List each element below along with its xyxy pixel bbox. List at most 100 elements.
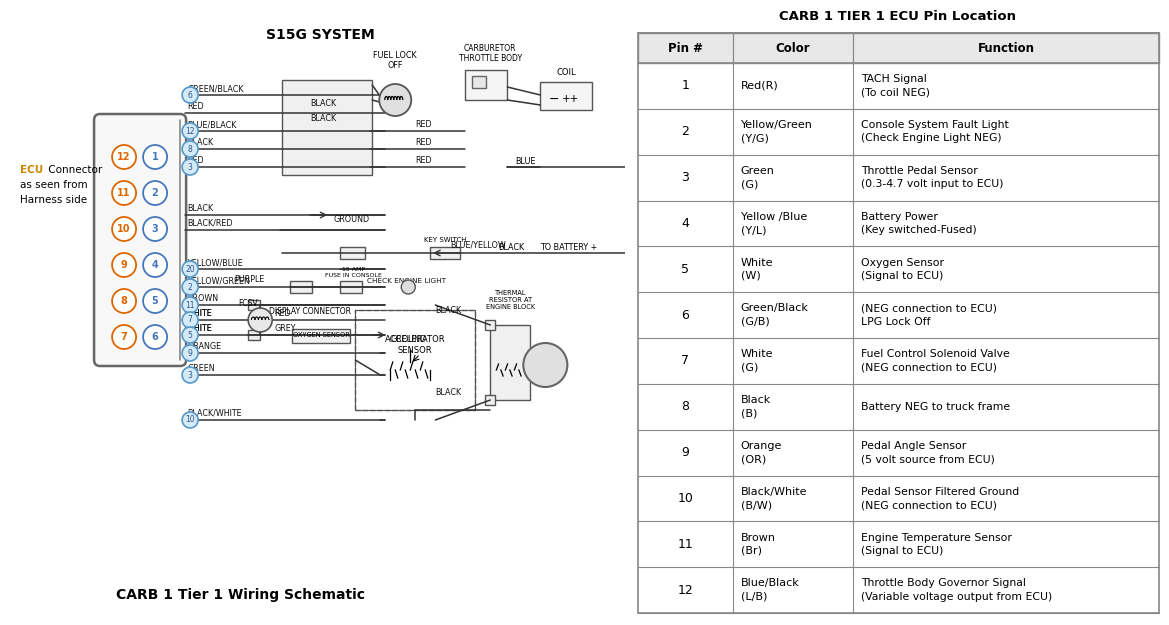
Text: RED: RED: [415, 138, 431, 147]
Text: Pedal Angle Sensor
(5 volt source from ECU): Pedal Angle Sensor (5 volt source from E…: [860, 441, 995, 464]
Text: DISPLAY CONNECTOR: DISPLAY CONNECTOR: [269, 307, 351, 316]
Text: 3: 3: [682, 171, 690, 184]
Circle shape: [143, 217, 167, 241]
Circle shape: [112, 181, 136, 205]
Bar: [490, 325, 531, 400]
Text: 10: 10: [117, 224, 131, 234]
Text: GREEN: GREEN: [187, 364, 215, 373]
Circle shape: [143, 325, 167, 349]
Text: Oxygen Sensor
(Signal to ECU): Oxygen Sensor (Signal to ECU): [860, 258, 943, 281]
Text: Throttle Pedal Sensor
(0.3-4.7 volt input to ECU): Throttle Pedal Sensor (0.3-4.7 volt inpu…: [860, 166, 1003, 189]
Text: 10: 10: [186, 416, 195, 424]
Text: 10: 10: [677, 492, 693, 505]
Text: CARBURETOR
THROTTLE BODY: CARBURETOR THROTTLE BODY: [458, 44, 521, 63]
Text: 12: 12: [677, 584, 693, 597]
FancyBboxPatch shape: [94, 114, 186, 366]
Bar: [485, 395, 496, 405]
Text: BLUE/BLACK: BLUE/BLACK: [187, 120, 236, 129]
Circle shape: [112, 325, 136, 349]
Text: BLACK: BLACK: [310, 114, 337, 123]
Text: 5: 5: [152, 296, 159, 306]
Text: White
(W): White (W): [741, 258, 774, 281]
Text: 3: 3: [152, 224, 159, 234]
Text: Brown
(Br): Brown (Br): [741, 532, 776, 556]
Text: White
(G): White (G): [741, 349, 774, 372]
Text: 6: 6: [152, 332, 159, 342]
Text: 7: 7: [120, 332, 127, 342]
Text: Battery NEG to truck frame: Battery NEG to truck frame: [860, 402, 1010, 412]
Text: 5: 5: [682, 262, 690, 276]
Text: Pin #: Pin #: [667, 41, 703, 54]
Text: ECU: ECU: [20, 165, 43, 175]
Text: WHITE: WHITE: [187, 309, 213, 318]
Text: Black/White
(B/W): Black/White (B/W): [741, 487, 808, 510]
Text: Console System Fault Light
(Check Engine Light NEG): Console System Fault Light (Check Engine…: [860, 120, 1009, 143]
Text: 11: 11: [117, 188, 131, 198]
Circle shape: [182, 345, 198, 361]
Text: YELLOW/BLUE: YELLOW/BLUE: [187, 258, 243, 267]
Circle shape: [182, 367, 198, 383]
Text: Blue/Black
(L/B): Blue/Black (L/B): [741, 579, 800, 602]
Text: BLACK: BLACK: [310, 99, 337, 108]
Circle shape: [182, 327, 198, 343]
Circle shape: [401, 280, 415, 294]
Text: Yellow /Blue
(Y/L): Yellow /Blue (Y/L): [741, 212, 807, 235]
Text: ACCELERATOR
SENSOR: ACCELERATOR SENSOR: [385, 335, 445, 355]
Text: PURPLE: PURPLE: [234, 275, 264, 284]
Bar: [472, 76, 486, 88]
Text: Orange
(OR): Orange (OR): [741, 441, 782, 464]
Circle shape: [112, 289, 136, 313]
Text: Red(R): Red(R): [741, 81, 779, 91]
Circle shape: [182, 261, 198, 277]
Text: Color: Color: [775, 41, 810, 54]
Text: RED: RED: [415, 156, 431, 165]
Text: 6: 6: [682, 309, 690, 322]
Text: CHECK ENGINE LIGHT: CHECK ENGINE LIGHT: [367, 278, 447, 284]
Circle shape: [143, 145, 167, 169]
Text: CARB 1 TIER 1 ECU Pin Location: CARB 1 TIER 1 ECU Pin Location: [780, 11, 1016, 24]
Text: 1: 1: [682, 79, 690, 92]
Text: BLACK/RED: BLACK/RED: [187, 219, 233, 228]
Circle shape: [112, 145, 136, 169]
Text: RED: RED: [187, 102, 203, 111]
Text: 9: 9: [188, 349, 193, 358]
Circle shape: [248, 308, 272, 332]
Text: RED: RED: [275, 309, 291, 318]
Text: 12: 12: [186, 126, 195, 136]
Text: 15 AMP
FUSE IN CONSOLE: 15 AMP FUSE IN CONSOLE: [325, 267, 381, 278]
Text: as seen from: as seen from: [20, 180, 88, 190]
Circle shape: [182, 159, 198, 175]
Text: Fuel Control Solenoid Valve
(NEG connection to ECU): Fuel Control Solenoid Valve (NEG connect…: [860, 349, 1010, 372]
Text: Green
(G): Green (G): [741, 166, 775, 189]
Text: 1: 1: [152, 152, 159, 162]
Text: BLACK: BLACK: [498, 243, 525, 252]
Circle shape: [182, 312, 198, 328]
Circle shape: [112, 217, 136, 241]
Text: TACH Signal
(To coil NEG): TACH Signal (To coil NEG): [860, 74, 929, 98]
Text: Green/Black
(G/B): Green/Black (G/B): [741, 304, 809, 327]
Text: Engine Temperature Sensor
(Signal to ECU): Engine Temperature Sensor (Signal to ECU…: [860, 532, 1011, 556]
Text: GREEN/BLACK: GREEN/BLACK: [187, 84, 243, 93]
Circle shape: [379, 84, 411, 116]
Text: FUEL LOCK
OFF: FUEL LOCK OFF: [373, 51, 417, 70]
Text: FCSV: FCSV: [238, 299, 258, 308]
Text: 2: 2: [152, 188, 159, 198]
Text: BLACK: BLACK: [435, 306, 462, 315]
Text: OXYGEN SENSOR: OXYGEN SENSOR: [292, 332, 350, 338]
Text: WHITE: WHITE: [187, 324, 213, 333]
Text: GREY: GREY: [275, 324, 296, 333]
Text: 4: 4: [152, 260, 159, 270]
Text: 11: 11: [186, 301, 195, 309]
Text: Black
(B): Black (B): [741, 395, 772, 418]
Text: 4: 4: [682, 217, 690, 230]
Text: WHITE: WHITE: [187, 324, 213, 333]
Text: BROWN: BROWN: [187, 294, 219, 303]
Text: 6: 6: [188, 91, 193, 99]
Text: 2: 2: [682, 125, 690, 138]
Circle shape: [524, 343, 567, 387]
Text: Battery Power
(Key switched-Fused): Battery Power (Key switched-Fused): [860, 212, 976, 235]
Text: 8: 8: [682, 400, 690, 413]
Bar: [355, 310, 476, 410]
Bar: [282, 80, 372, 175]
Bar: [290, 281, 312, 293]
